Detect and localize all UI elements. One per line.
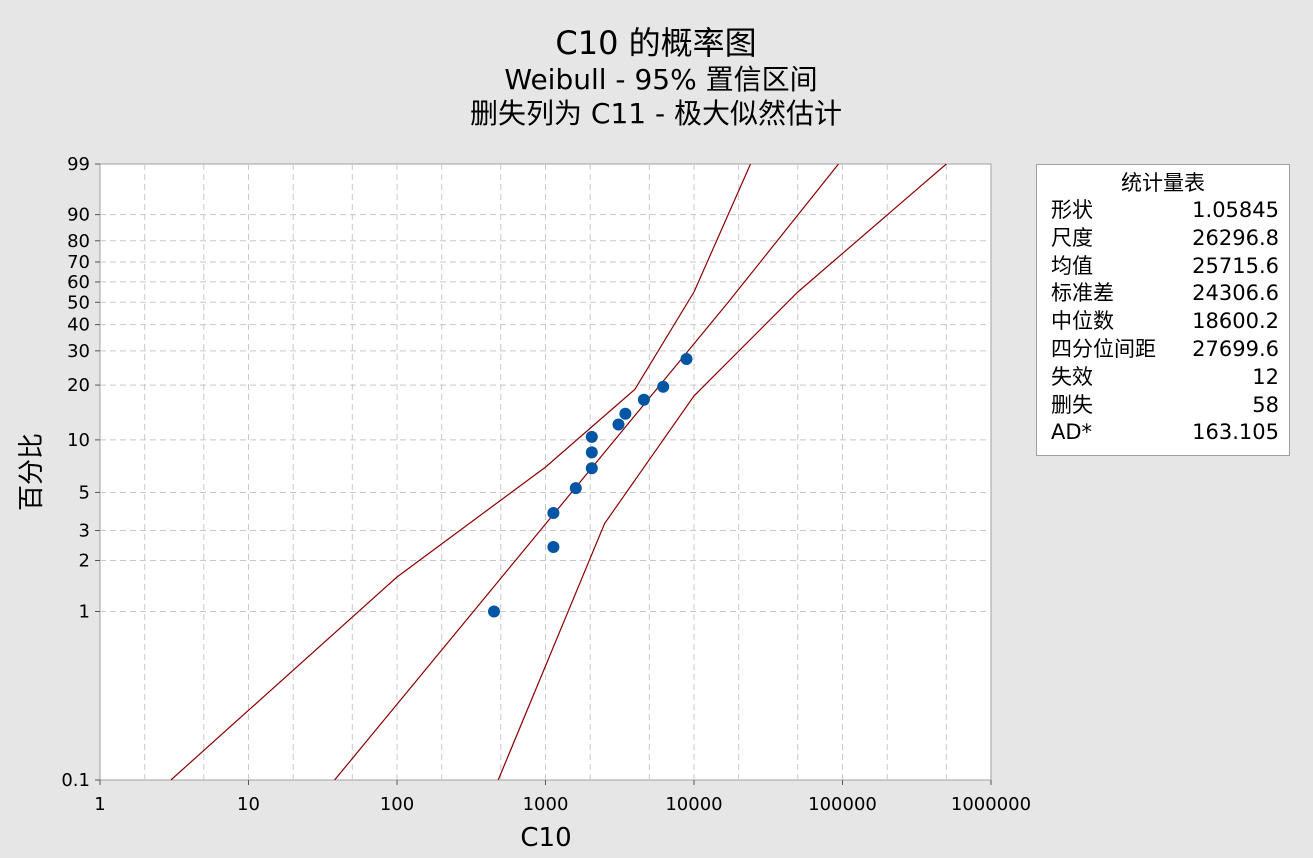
statistic-label: 形状 (1051, 198, 1093, 222)
y-tick-label: 5 (79, 482, 90, 503)
chart-subtitle-censoring: 删失列为 C11 - 极大似然估计 (470, 97, 842, 130)
statistic-value: 58 (1252, 392, 1279, 417)
y-axis-title: 百分比 (17, 433, 47, 511)
y-tick-label: 3 (79, 521, 90, 542)
x-tick-label: 10 (237, 794, 260, 815)
y-tick-label: 10 (67, 430, 90, 451)
statistics-row: 删失 58 (1037, 392, 1289, 420)
grid-lines (100, 164, 991, 780)
x-tick-label: 1 (94, 794, 105, 815)
statistic-value: 1.05845 (1192, 198, 1279, 222)
x-tick-label: 1000000 (951, 794, 1031, 815)
y-tick-label: 70 (67, 252, 90, 273)
y-tick-label: 30 (67, 341, 90, 362)
y-tick-label: 60 (67, 272, 90, 293)
y-tick-label: 40 (67, 315, 90, 336)
statistics-row: 标准差 24306.6 (1037, 280, 1289, 308)
y-tick-label: 0.1 (61, 770, 90, 791)
data-point (585, 446, 598, 459)
y-tick-label: 1 (79, 602, 90, 623)
data-point (637, 393, 650, 406)
statistic-value: 25715.6 (1192, 253, 1279, 278)
statistics-table: 统计量表 形状 1.05845 尺度 26296.8 均值 25715.6 标准差 24306… (1036, 164, 1290, 456)
x-tick-label: 100 (380, 794, 414, 815)
fit-and-ci-lines (170, 164, 947, 780)
data-point (585, 430, 598, 443)
data-point (680, 353, 693, 365)
statistics-row: 中位数 18600.2 (1037, 308, 1289, 336)
statistic-value: 24306.6 (1192, 281, 1279, 306)
statistics-row: 尺度 26296.8 (1037, 225, 1289, 253)
statistics-row: 形状 1.05845 (1037, 197, 1289, 225)
data-point (547, 541, 560, 553)
x-tick-label: 1000 (523, 794, 569, 815)
x-axis-ticks: 1 10 100 1000 10000 100000 1000000 (94, 780, 1031, 815)
chart-subtitle-distribution: Weibull - 95% 置信区间 (504, 63, 817, 96)
data-point (585, 462, 598, 475)
y-tick-label: 90 (67, 205, 90, 226)
fit-line (334, 164, 839, 780)
x-tick-label: 100000 (808, 794, 877, 815)
statistic-value: 27699.6 (1192, 336, 1279, 361)
statistic-label: 中位数 (1051, 309, 1114, 334)
y-tick-label: 99 (67, 154, 90, 175)
x-axis-title: C10 (520, 823, 571, 853)
data-point (619, 407, 632, 420)
ci-lower-line (497, 164, 947, 780)
statistics-table-title: 统计量表 (1121, 171, 1205, 195)
statistic-label: 删失 (1051, 392, 1093, 417)
statistics-row: 失效 12 (1037, 364, 1289, 392)
data-point (657, 380, 670, 393)
statistic-label: 失效 (1051, 364, 1093, 389)
y-tick-label: 2 (79, 551, 90, 572)
statistic-label: 标准差 (1051, 281, 1114, 306)
data-points (488, 353, 693, 618)
statistics-row: 四分位间距 27699.6 (1037, 336, 1289, 364)
y-tick-label: 20 (67, 375, 90, 396)
y-tick-label: 50 (67, 292, 90, 313)
statistic-value: 18600.2 (1192, 309, 1279, 334)
x-tick-label: 10000 (665, 794, 722, 815)
statistic-value: 12 (1252, 364, 1279, 389)
statistic-value: 163.105 (1192, 420, 1279, 445)
data-point (612, 418, 625, 431)
statistics-row: 均值 25715.6 (1037, 253, 1289, 281)
data-point (488, 605, 500, 618)
statistic-label: 均值 (1051, 253, 1093, 278)
chart-title: C10 的概率图 (555, 24, 756, 62)
data-point (569, 482, 582, 495)
statistic-label: AD* (1051, 420, 1093, 445)
data-point (547, 507, 560, 519)
statistic-label: 尺度 (1051, 225, 1093, 250)
statistic-value: 26296.8 (1192, 225, 1279, 250)
y-tick-label: 80 (67, 231, 90, 252)
statistic-label: 四分位间距 (1051, 336, 1156, 361)
ci-upper-line (170, 164, 752, 780)
statistics-row: AD* 163.105 (1037, 419, 1289, 447)
